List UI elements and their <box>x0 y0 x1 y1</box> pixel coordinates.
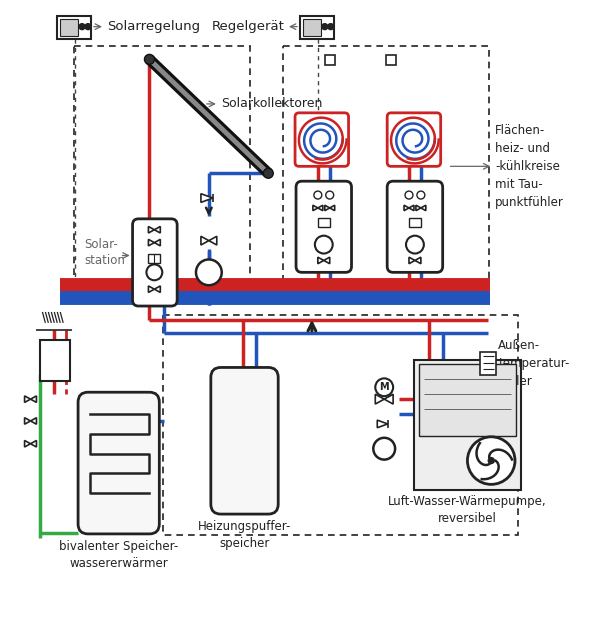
Text: bivalenter Speicher-
wassererwärmer: bivalenter Speicher- wassererwärmer <box>59 540 178 570</box>
Circle shape <box>79 23 85 30</box>
Circle shape <box>488 457 494 464</box>
Polygon shape <box>201 236 209 245</box>
FancyBboxPatch shape <box>296 181 352 273</box>
Polygon shape <box>148 286 154 292</box>
Polygon shape <box>375 394 384 404</box>
Circle shape <box>85 23 91 30</box>
Text: Solarkollektoren: Solarkollektoren <box>221 98 322 111</box>
Text: Solar-
station: Solar- station <box>84 238 125 267</box>
FancyBboxPatch shape <box>387 113 440 166</box>
Polygon shape <box>409 257 415 264</box>
Circle shape <box>326 191 334 199</box>
Polygon shape <box>209 236 217 245</box>
FancyBboxPatch shape <box>78 392 160 534</box>
Polygon shape <box>404 205 409 211</box>
Polygon shape <box>313 205 318 211</box>
Polygon shape <box>409 205 414 211</box>
Polygon shape <box>148 226 154 233</box>
Bar <box>40 340 70 381</box>
Polygon shape <box>25 441 31 447</box>
Polygon shape <box>416 205 421 211</box>
Polygon shape <box>318 205 323 211</box>
Circle shape <box>314 191 322 199</box>
Polygon shape <box>318 257 324 264</box>
Bar <box>57 15 91 38</box>
Circle shape <box>145 54 154 64</box>
Circle shape <box>375 378 393 396</box>
Bar <box>283 46 489 302</box>
Bar <box>303 19 321 36</box>
Bar <box>163 315 518 535</box>
Polygon shape <box>377 420 388 428</box>
Polygon shape <box>154 286 160 292</box>
Bar <box>300 15 334 38</box>
Bar <box>386 56 396 66</box>
Bar <box>419 365 516 436</box>
Text: Heizungspuffer-
speicher: Heizungspuffer- speicher <box>198 520 291 550</box>
Polygon shape <box>31 441 37 447</box>
Bar <box>325 56 335 66</box>
Polygon shape <box>25 396 31 402</box>
Polygon shape <box>148 239 154 246</box>
Circle shape <box>322 23 328 30</box>
Bar <box>318 218 330 227</box>
Polygon shape <box>154 239 160 246</box>
Polygon shape <box>324 257 330 264</box>
Circle shape <box>263 168 273 178</box>
Bar <box>409 218 421 227</box>
Polygon shape <box>415 257 421 264</box>
Bar <box>414 360 521 490</box>
Bar <box>74 46 250 282</box>
Circle shape <box>406 235 424 253</box>
Circle shape <box>373 438 395 460</box>
Polygon shape <box>325 205 330 211</box>
FancyBboxPatch shape <box>295 113 349 166</box>
FancyBboxPatch shape <box>133 219 177 306</box>
Bar <box>481 352 496 375</box>
Text: M: M <box>379 383 389 392</box>
Polygon shape <box>31 418 37 424</box>
Polygon shape <box>31 396 37 402</box>
Circle shape <box>417 191 425 199</box>
Polygon shape <box>201 193 213 203</box>
FancyBboxPatch shape <box>211 368 278 514</box>
Polygon shape <box>421 205 426 211</box>
FancyBboxPatch shape <box>387 181 443 273</box>
Bar <box>148 253 160 263</box>
Polygon shape <box>330 205 335 211</box>
Polygon shape <box>25 418 31 424</box>
Circle shape <box>315 235 332 253</box>
Circle shape <box>328 23 334 30</box>
Polygon shape <box>384 394 393 404</box>
Circle shape <box>196 260 222 286</box>
Polygon shape <box>154 226 160 233</box>
Text: Außen-
temperatur-
fühler: Außen- temperatur- fühler <box>498 339 569 388</box>
Text: Luft-Wasser-Wärmepumpe,
reversibel: Luft-Wasser-Wärmepumpe, reversibel <box>388 495 547 525</box>
Text: Solarregelung: Solarregelung <box>107 20 200 33</box>
Bar <box>60 19 78 36</box>
Text: Flächen-
heiz- und
-kühlkreise
mit Tau-
punktfühler: Flächen- heiz- und -kühlkreise mit Tau- … <box>495 124 564 209</box>
Circle shape <box>467 437 515 485</box>
Text: Regelgerät: Regelgerät <box>211 20 284 33</box>
Circle shape <box>146 265 162 281</box>
Circle shape <box>405 191 413 199</box>
